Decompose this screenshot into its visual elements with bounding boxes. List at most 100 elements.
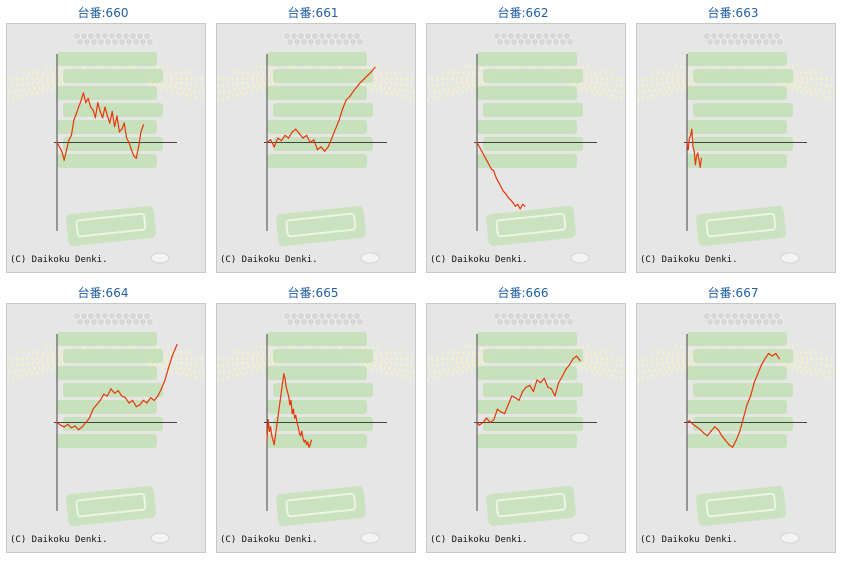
payout-line [476, 142, 526, 210]
data-point [518, 399, 520, 401]
data-point [309, 444, 311, 446]
copyright-text: (C) Daikoku Denki. [10, 535, 108, 545]
data-point [82, 92, 84, 94]
data-point [270, 139, 272, 141]
machine-number-title[interactable]: 台番:664 [77, 286, 129, 300]
machine-number-title[interactable]: 台番:667 [707, 286, 759, 300]
data-point [342, 108, 344, 110]
machine-number-title[interactable]: 台番:661 [287, 6, 339, 20]
data-point [308, 446, 310, 448]
data-point [140, 131, 142, 133]
machine-graph-panel[interactable]: 台番:665 (C) Daikoku Denki. [216, 280, 416, 556]
data-point [690, 134, 692, 136]
copyright-text: (C) Daikoku Denki. [640, 255, 738, 265]
data-point [572, 358, 574, 360]
machine-graph-panel[interactable]: 台番:666 (C) Daikoku Denki. [426, 280, 626, 556]
chart-frame: (C) Daikoku Denki. [636, 23, 836, 273]
machine-graph-panel[interactable]: 台番:664 (C) Daikoku Denki. [6, 280, 206, 556]
data-point [778, 358, 780, 360]
copyright-text: (C) Daikoku Denki. [430, 535, 528, 545]
data-point [176, 344, 178, 346]
chart-frame: (C) Daikoku Denki. [426, 23, 626, 273]
machine-number-title[interactable]: 台番:660 [77, 6, 129, 20]
copyright-text: (C) Daikoku Denki. [640, 535, 738, 545]
data-point [694, 164, 696, 166]
data-point [768, 352, 770, 355]
data-point [56, 421, 58, 424]
data-point [106, 395, 108, 397]
machine-graph-panel[interactable]: 台番:667 (C) Daikoku Denki. [636, 280, 836, 556]
data-point [478, 424, 480, 426]
data-point [160, 388, 162, 390]
data-point [514, 397, 516, 399]
data-point [478, 146, 480, 148]
data-point [507, 196, 509, 198]
chart-frame: (C) Daikoku Denki. [426, 303, 626, 553]
copyright-text: (C) Daikoku Denki. [430, 255, 528, 265]
data-point [104, 106, 106, 108]
data-point [117, 390, 119, 392]
data-point [280, 140, 282, 142]
data-point [307, 441, 309, 443]
data-point [164, 379, 166, 381]
background-art [7, 32, 205, 264]
machine-number-title[interactable]: 台番:666 [497, 286, 549, 300]
data-point [272, 439, 274, 441]
data-point [483, 155, 485, 157]
data-point [280, 390, 282, 393]
data-point [524, 205, 526, 207]
machine-graph-panel[interactable]: 台番:660 (C) Daikoku Denki. [6, 0, 206, 276]
data-point [68, 139, 70, 141]
payout-line [476, 355, 581, 426]
machine-number-title[interactable]: 台番:662 [497, 6, 549, 20]
data-point [291, 131, 293, 133]
data-point [732, 446, 734, 448]
data-point [284, 134, 286, 136]
data-point [724, 439, 726, 441]
data-point [517, 203, 519, 205]
data-point [345, 99, 347, 101]
data-point [85, 421, 87, 424]
data-point [157, 395, 159, 397]
data-point [504, 413, 506, 415]
data-point [92, 408, 94, 410]
slump-graph [7, 32, 205, 264]
slump-graph [427, 312, 625, 544]
data-point [691, 128, 693, 130]
data-point [500, 186, 502, 188]
data-point [476, 141, 478, 144]
data-point [550, 388, 552, 390]
slump-graph [217, 312, 415, 544]
data-point [696, 426, 698, 428]
data-point [66, 149, 68, 151]
data-point [106, 115, 108, 117]
data-point [87, 97, 89, 99]
payout-line [56, 344, 178, 431]
machine-graph-panel[interactable]: 台番:663 (C) Daikoku Denki. [636, 0, 836, 276]
slump-graph [427, 32, 625, 264]
data-point [103, 393, 105, 395]
data-point [493, 419, 495, 421]
data-point [706, 435, 708, 437]
data-point [363, 78, 365, 80]
data-point [687, 149, 689, 151]
data-point [74, 425, 76, 427]
machine-graph-panel[interactable]: 台番:661 (C) Daikoku Denki. [216, 0, 416, 276]
copyright-text: (C) Daikoku Denki. [10, 255, 108, 265]
data-point [110, 388, 112, 390]
copyright-text: (C) Daikoku Denki. [220, 535, 318, 545]
machine-graph-panel[interactable]: 台番:662 (C) Daikoku Denki. [426, 0, 626, 276]
background-art [217, 32, 415, 264]
data-point [753, 382, 755, 384]
data-point [130, 149, 132, 151]
machine-number-title[interactable]: 台番:665 [287, 286, 339, 300]
data-point [60, 424, 62, 426]
data-point [700, 157, 702, 159]
data-point [75, 113, 77, 115]
data-point [489, 421, 491, 424]
data-point [764, 358, 766, 360]
background-art [637, 32, 835, 264]
data-point [360, 81, 362, 83]
machine-number-title[interactable]: 台番:663 [707, 6, 759, 20]
data-point [710, 430, 712, 432]
